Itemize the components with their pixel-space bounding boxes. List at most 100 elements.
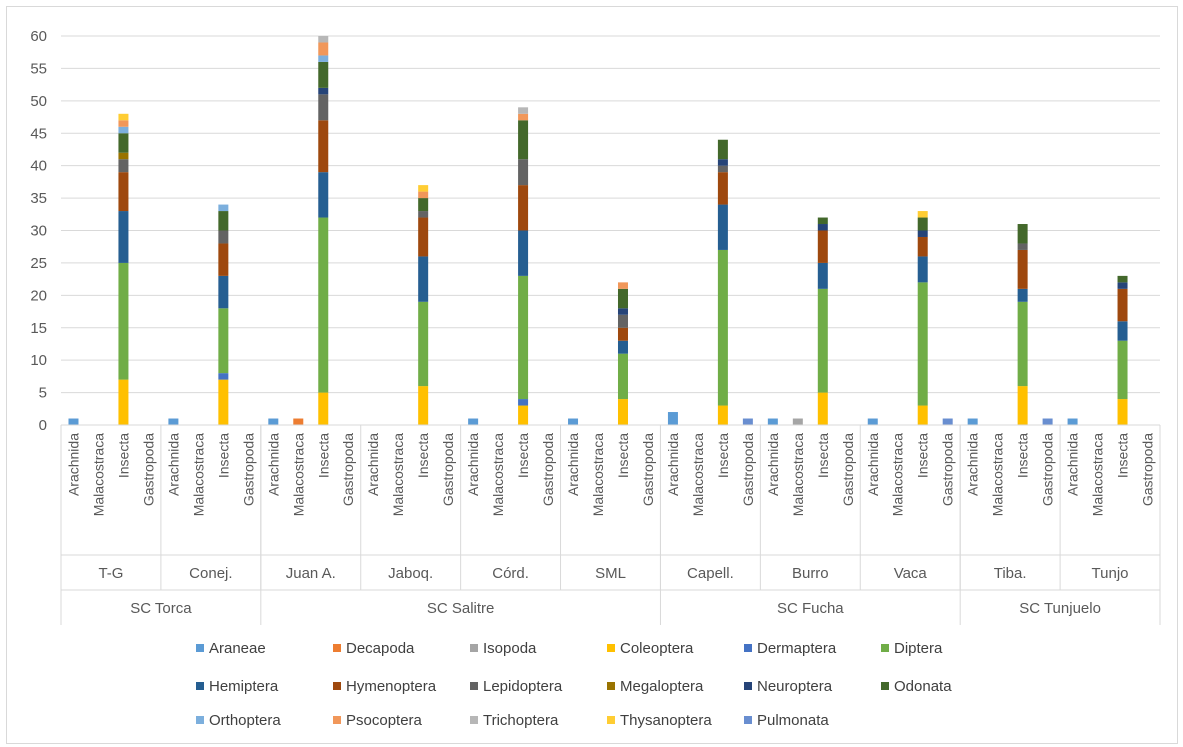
bar-segment bbox=[118, 211, 129, 263]
bar-segment bbox=[917, 282, 928, 406]
class-label: Gastropoda bbox=[440, 433, 456, 506]
region-label: SC Fucha bbox=[777, 600, 844, 617]
bar-segment bbox=[1042, 418, 1053, 425]
class-label: Gastropoda bbox=[540, 433, 556, 506]
legend-swatch bbox=[607, 716, 615, 724]
bar-segment bbox=[218, 308, 229, 374]
class-label: Malacostraca bbox=[790, 433, 806, 516]
bar-segment bbox=[742, 418, 753, 425]
bar-segment bbox=[1017, 386, 1028, 425]
legend-label: Thysanoptera bbox=[620, 712, 712, 729]
class-label: Arachnida bbox=[265, 433, 281, 496]
bar-segment bbox=[318, 87, 329, 95]
bar-segment bbox=[717, 165, 728, 173]
legend-swatch bbox=[333, 716, 341, 724]
bar-segment bbox=[518, 120, 529, 160]
legend-swatch bbox=[744, 682, 752, 690]
bar-segment bbox=[817, 392, 828, 425]
legend-swatch bbox=[744, 644, 752, 652]
y-tick-label: 60 bbox=[30, 28, 47, 45]
bar-segment bbox=[617, 340, 628, 354]
class-label: Insecta bbox=[715, 433, 731, 478]
bar-segment bbox=[318, 55, 329, 62]
bar-segment bbox=[318, 42, 329, 56]
class-label: Malacostraca bbox=[890, 433, 906, 516]
bar-segment bbox=[318, 36, 329, 43]
bar-segment bbox=[817, 217, 828, 225]
bar-segment bbox=[518, 399, 529, 406]
legend-swatch bbox=[607, 644, 615, 652]
bar-segment bbox=[917, 405, 928, 425]
bar-segment bbox=[318, 120, 329, 173]
bar-segment bbox=[118, 120, 129, 127]
bar-segment bbox=[468, 418, 479, 425]
site-label: Capell. bbox=[687, 565, 734, 582]
class-label: Malacostraca bbox=[290, 433, 306, 516]
bar-segment bbox=[418, 301, 429, 387]
bar-segment bbox=[1017, 249, 1028, 289]
class-label: Gastropoda bbox=[840, 433, 856, 506]
bar-segment bbox=[218, 243, 229, 276]
class-label: Insecta bbox=[1115, 433, 1131, 478]
class-label: Gastropoda bbox=[1140, 433, 1156, 506]
legend-swatch bbox=[333, 682, 341, 690]
legend-label: Neuroptera bbox=[757, 678, 833, 695]
bar-segment bbox=[68, 418, 79, 425]
class-label: Arachnida bbox=[365, 433, 381, 496]
bar-segment bbox=[118, 379, 129, 425]
class-label: Malacostraca bbox=[490, 433, 506, 516]
bar-segment bbox=[518, 107, 529, 114]
bar-segment bbox=[218, 373, 229, 380]
bar-segment bbox=[118, 172, 129, 212]
bar-segment bbox=[1067, 418, 1078, 425]
bar-segment bbox=[168, 418, 179, 425]
site-label: T-G bbox=[98, 565, 123, 582]
bar-segment bbox=[218, 211, 229, 231]
bar-segment bbox=[118, 126, 129, 134]
bar-segment bbox=[817, 262, 828, 289]
bar-segment bbox=[717, 249, 728, 406]
site-label: Juan A. bbox=[286, 565, 336, 582]
bar-segment bbox=[717, 159, 728, 166]
class-label: Arachnida bbox=[1065, 433, 1081, 496]
bar-segment bbox=[318, 217, 329, 393]
legend-label: Hemiptera bbox=[209, 678, 279, 695]
class-label: Insecta bbox=[415, 433, 431, 478]
bar-segment bbox=[293, 418, 304, 425]
bar-segment bbox=[942, 418, 953, 425]
class-label: Malacostraca bbox=[90, 433, 106, 516]
bar-segment bbox=[318, 392, 329, 425]
bar-segment bbox=[817, 230, 828, 263]
site-label: Vaca bbox=[894, 565, 928, 582]
bar-segment bbox=[418, 198, 429, 212]
bar-segment bbox=[667, 412, 678, 425]
site-label: Córd. bbox=[492, 565, 529, 582]
site-label: Tunjo bbox=[1092, 565, 1129, 582]
legend-label: Pulmonata bbox=[757, 712, 829, 729]
region-label: SC Salitre bbox=[427, 600, 495, 617]
bar-segment bbox=[418, 211, 429, 218]
class-label: Insecta bbox=[315, 433, 331, 478]
class-label: Gastropoda bbox=[640, 433, 656, 506]
y-tick-label: 0 bbox=[39, 417, 47, 434]
legend-label: Odonata bbox=[894, 678, 952, 695]
legend-swatch bbox=[196, 644, 204, 652]
legend-swatch bbox=[470, 716, 478, 724]
legend-label: Araneae bbox=[209, 640, 266, 657]
bar-segment bbox=[518, 185, 529, 231]
bar-segment bbox=[817, 224, 828, 231]
bar-segment bbox=[218, 204, 229, 212]
bar-segment bbox=[1017, 288, 1028, 302]
class-label: Insecta bbox=[615, 433, 631, 478]
region-label: SC Tunjuelo bbox=[1019, 600, 1101, 617]
bar-segment bbox=[318, 172, 329, 218]
bar-segment bbox=[118, 159, 129, 173]
legend-label: Lepidoptera bbox=[483, 678, 563, 695]
legend-swatch bbox=[744, 716, 752, 724]
class-label: Arachnida bbox=[565, 433, 581, 496]
y-tick-label: 55 bbox=[30, 60, 47, 77]
legend-swatch bbox=[881, 644, 889, 652]
bar-segment bbox=[118, 262, 129, 380]
bar-segment bbox=[617, 314, 628, 328]
